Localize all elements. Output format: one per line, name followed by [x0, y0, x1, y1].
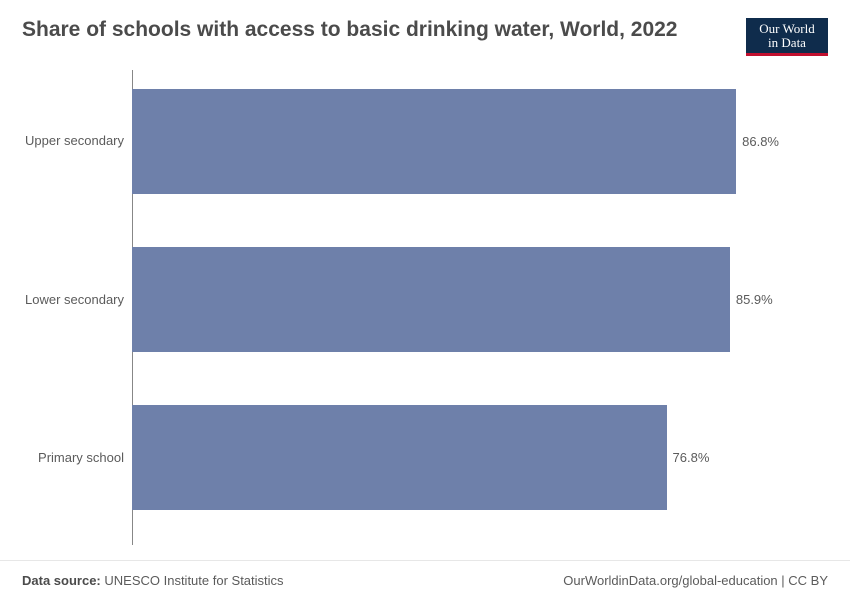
- logo-line2: in Data: [768, 36, 806, 50]
- chart-area: 86.8% 85.9% 76.8% Upper secondary Lower sec…: [22, 70, 828, 545]
- logo-line1: Our World: [759, 22, 814, 36]
- source-prefix: Data source:: [22, 573, 101, 588]
- chart-title: Share of schools with access to basic dr…: [22, 18, 678, 42]
- bar-row: 86.8%: [132, 89, 828, 194]
- y-axis-label: Lower secondary: [22, 292, 124, 307]
- footer-attribution: OurWorldinData.org/global-education | CC…: [563, 573, 828, 588]
- value-label: 85.9%: [736, 292, 773, 307]
- y-axis-label: Upper secondary: [22, 133, 124, 148]
- bar-row: 76.8%: [132, 405, 828, 510]
- bar: [132, 89, 736, 194]
- bar-row: 85.9%: [132, 247, 828, 352]
- footer: Data source: UNESCO Institute for Statis…: [0, 560, 850, 600]
- value-label: 86.8%: [742, 134, 779, 149]
- bar: [132, 247, 730, 352]
- y-axis-label: Primary school: [22, 450, 124, 465]
- owid-logo: Our World in Data: [746, 18, 828, 56]
- footer-source: Data source: UNESCO Institute for Statis…: [22, 573, 284, 588]
- bar: [132, 405, 667, 510]
- value-label: 76.8%: [673, 450, 710, 465]
- plot: 86.8% 85.9% 76.8%: [132, 70, 828, 545]
- header: Share of schools with access to basic dr…: [22, 18, 828, 56]
- source-name: UNESCO Institute for Statistics: [104, 573, 283, 588]
